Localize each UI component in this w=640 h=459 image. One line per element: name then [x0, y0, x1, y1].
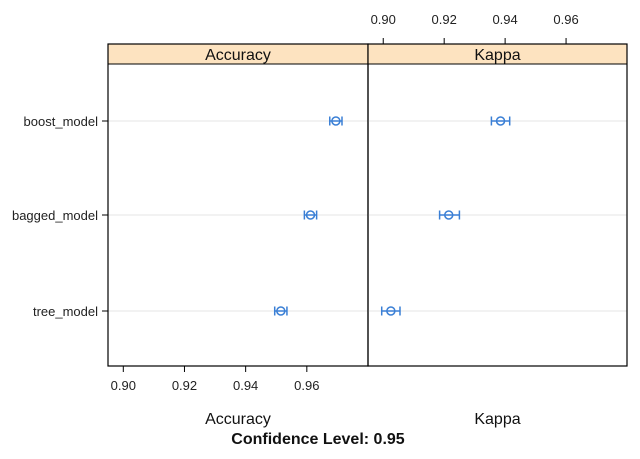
x-tick-label: 0.90 [371, 12, 396, 27]
point-tree_model-kappa [386, 306, 396, 316]
chart-title: Confidence Level: 0.95 [231, 431, 404, 448]
axis-title-kappa: Kappa [474, 411, 520, 428]
point-bagged_model-accuracy [305, 210, 316, 220]
category-label-bagged_model: bagged_model [12, 208, 98, 223]
strip-label-kappa: Kappa [474, 47, 520, 64]
x-tick-label: 0.94 [492, 12, 517, 27]
x-tick-label: 0.92 [432, 12, 457, 27]
x-tick-label: 0.96 [553, 12, 578, 27]
point-tree_model-accuracy [276, 306, 286, 316]
strip-label-accuracy: Accuracy [205, 47, 271, 64]
x-tick-label: 0.92 [172, 378, 197, 393]
point-boost_model-accuracy [331, 116, 341, 126]
x-tick-label: 0.96 [294, 378, 319, 393]
category-label-tree_model: tree_model [33, 304, 98, 319]
panel-frame-kappa [367, 43, 628, 367]
axis-title-accuracy: Accuracy [205, 411, 271, 428]
point-boost_model-kappa [495, 116, 506, 126]
category-label-boost_model: boost_model [24, 114, 99, 129]
panel-frame-accuracy [107, 43, 369, 367]
x-tick-label: 0.94 [233, 378, 258, 393]
x-tick-label: 0.90 [111, 378, 136, 393]
point-bagged_model-kappa [443, 210, 454, 220]
